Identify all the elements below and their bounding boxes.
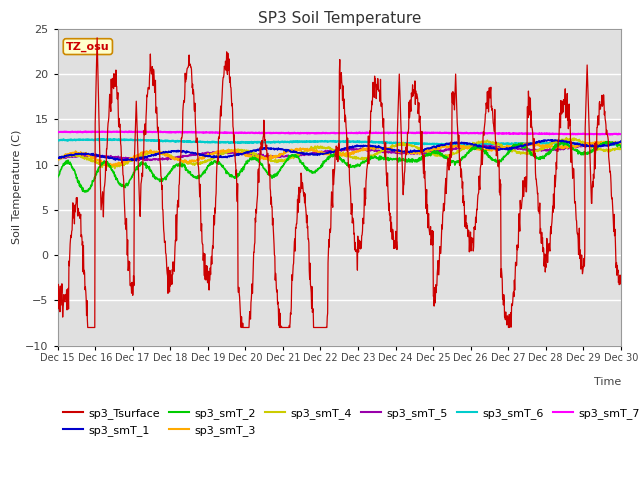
- Text: Time: Time: [593, 377, 621, 387]
- Title: SP3 Soil Temperature: SP3 Soil Temperature: [257, 11, 421, 26]
- Y-axis label: Soil Temperature (C): Soil Temperature (C): [12, 130, 22, 244]
- Legend: sp3_Tsurface, sp3_smT_1, sp3_smT_2, sp3_smT_3, sp3_smT_4, sp3_smT_5, sp3_smT_6, : sp3_Tsurface, sp3_smT_1, sp3_smT_2, sp3_…: [63, 408, 640, 435]
- Text: TZ_osu: TZ_osu: [66, 41, 109, 52]
